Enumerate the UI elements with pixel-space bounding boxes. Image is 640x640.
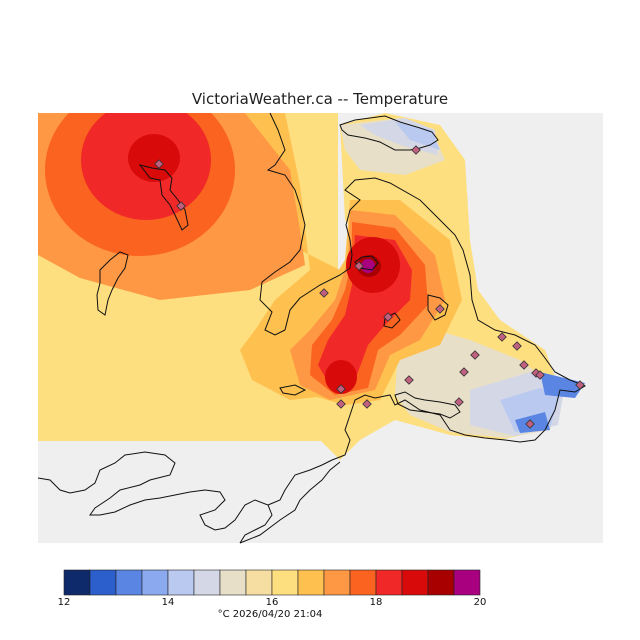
legend-swatch — [401, 569, 429, 596]
legend-tick-label: 16 — [265, 597, 279, 608]
station-marker[interactable] — [354, 261, 364, 271]
station-marker[interactable] — [535, 370, 545, 380]
station-marker[interactable] — [404, 375, 414, 385]
legend-swatch — [323, 569, 351, 596]
station-marker[interactable] — [319, 288, 329, 298]
legend-swatch — [271, 569, 299, 596]
station-marker[interactable] — [459, 367, 469, 377]
station-marker[interactable] — [336, 399, 346, 409]
station-marker[interactable] — [454, 397, 464, 407]
legend-swatch — [375, 569, 403, 596]
station-marker[interactable] — [383, 312, 393, 322]
legend-swatch — [297, 569, 325, 596]
weather-stations — [154, 145, 585, 429]
legend-swatch — [89, 569, 117, 596]
station-marker[interactable] — [519, 360, 529, 370]
legend-footer: °C 2026/04/20 21:04 — [217, 609, 323, 620]
legend-swatch — [167, 569, 195, 596]
legend-swatch — [63, 569, 91, 596]
map-title: VictoriaWeather.ca -- Temperature — [191, 90, 449, 108]
station-marker[interactable] — [497, 332, 507, 342]
legend-swatch — [115, 569, 143, 596]
station-marker[interactable] — [512, 341, 522, 351]
station-marker[interactable] — [470, 350, 480, 360]
station-marker[interactable] — [336, 384, 346, 394]
legend-tick-label: 20 — [473, 597, 487, 608]
station-marker[interactable] — [575, 380, 585, 390]
station-marker[interactable] — [154, 159, 164, 169]
legend-swatch — [219, 569, 247, 596]
legend-tick-label: 14 — [161, 597, 175, 608]
legend-swatch — [349, 569, 377, 596]
legend-swatch — [245, 569, 273, 596]
legend-swatch — [193, 569, 221, 596]
legend-swatch — [141, 569, 169, 596]
temperature-field-east — [268, 113, 585, 460]
coastlines — [37, 112, 587, 544]
station-marker[interactable] — [525, 419, 535, 429]
station-marker[interactable] — [176, 201, 186, 211]
legend-swatch — [453, 569, 481, 596]
station-marker[interactable] — [362, 399, 372, 409]
color-legend — [63, 569, 481, 596]
legend-swatch — [427, 569, 455, 596]
legend-tick-label: 18 — [369, 597, 383, 608]
legend-tick-label: 12 — [57, 597, 71, 608]
station-marker[interactable] — [435, 304, 445, 314]
station-marker[interactable] — [411, 145, 421, 155]
